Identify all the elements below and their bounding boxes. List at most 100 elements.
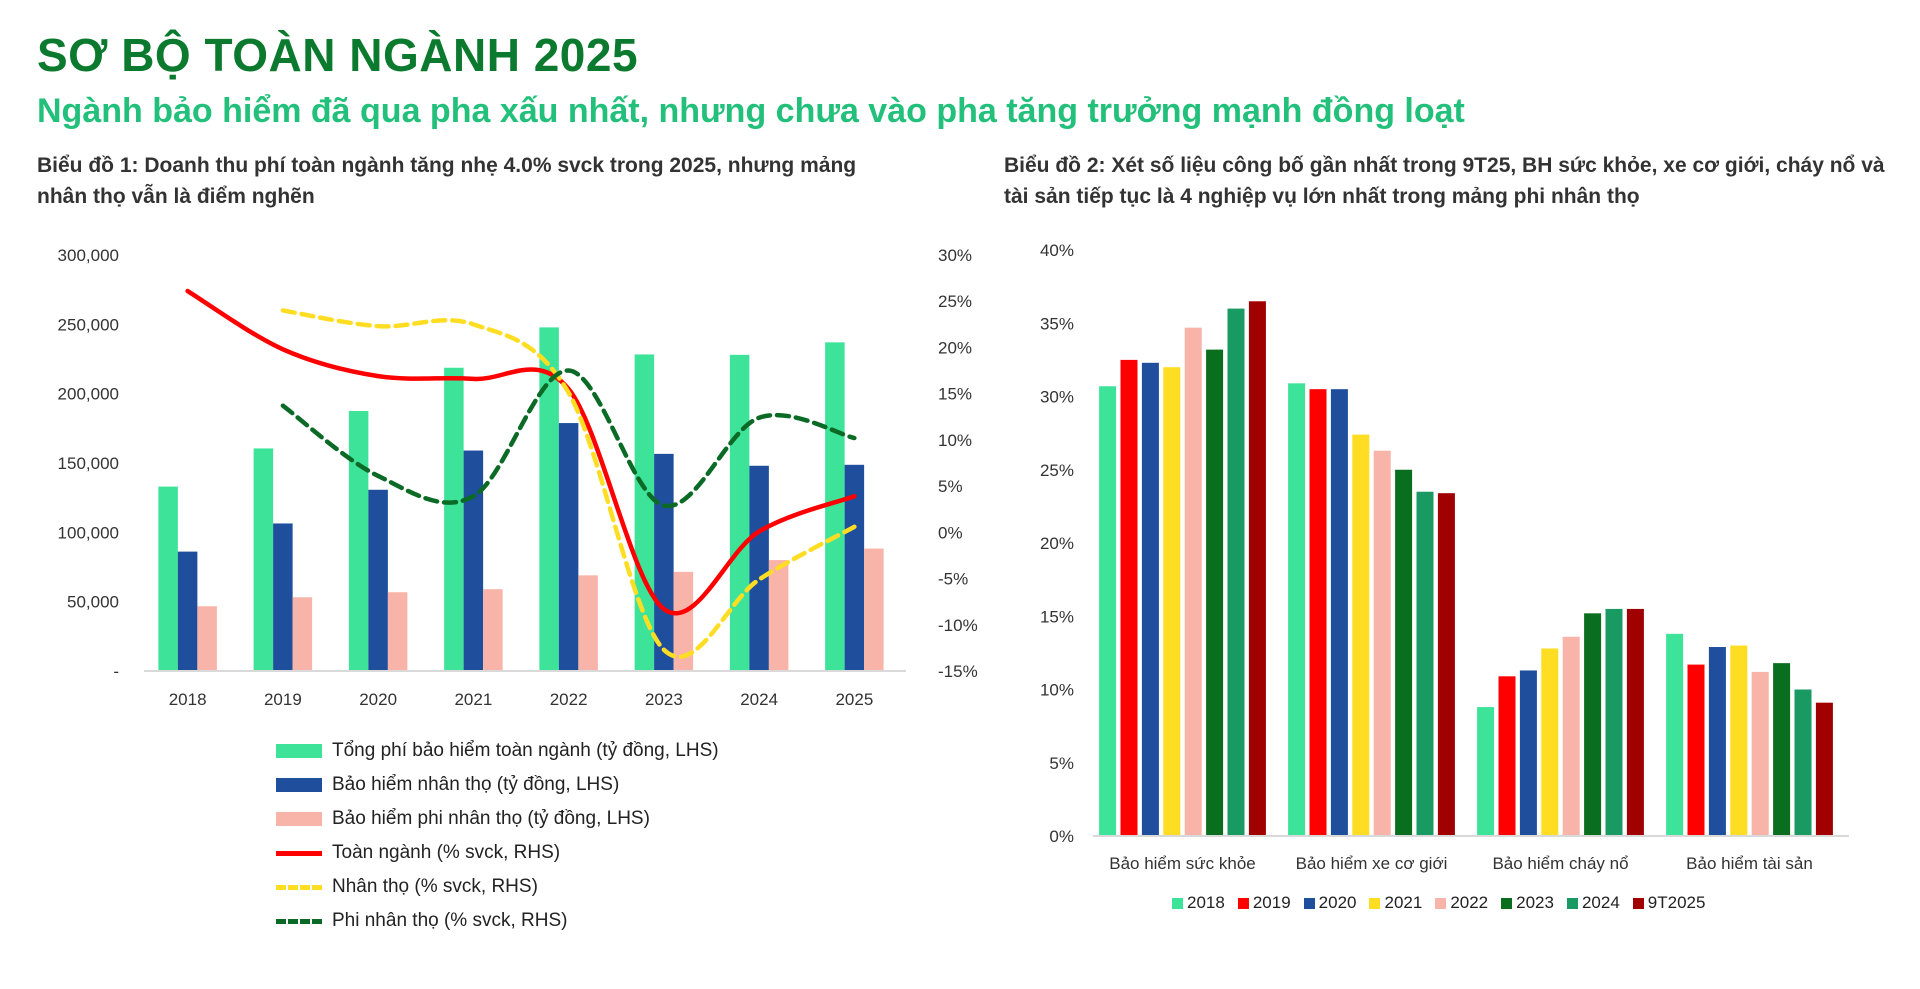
legend-item: 2023 <box>1501 893 1554 913</box>
bar-2021 <box>1163 367 1181 836</box>
x-axis-tick: 2021 <box>454 690 492 709</box>
legend-label: 2023 <box>1516 893 1554 912</box>
legend-label: 2019 <box>1252 893 1291 912</box>
bar-2022 <box>1184 327 1202 836</box>
left-axis-tick: 250,000 <box>58 315 119 334</box>
page-subtitle: Ngành bảo hiểm đã qua pha xấu nhất, nhưn… <box>37 92 1465 130</box>
bar-2018 <box>1288 383 1306 836</box>
y-axis-tick: 40% <box>1040 241 1074 260</box>
legend-swatch <box>1172 897 1183 909</box>
bar-bảo-hiểm-phi-nhân-thọ <box>292 597 313 671</box>
legend-label: Toàn ngành (% svck, RHS) <box>332 842 561 863</box>
x-axis-tick: 2019 <box>264 690 302 709</box>
bar-2020 <box>1141 362 1159 836</box>
bar-tổng-phí-bảo-hiểm-toàn-ngành <box>729 354 750 671</box>
left-axis-tick: 50,000 <box>67 593 119 612</box>
bar-tổng-phí-bảo-hiểm-toàn-ngành <box>444 367 464 671</box>
bar-tổng-phí-bảo-hiểm-toàn-ngành <box>825 342 845 671</box>
legend-item: Bảo hiểm nhân thọ (tỷ đồng, LHS) <box>276 768 719 802</box>
bar-bảo-hiểm-nhân-thọ <box>558 423 579 671</box>
bar-9T2025 <box>1815 702 1833 836</box>
bar-2024 <box>1605 608 1623 836</box>
bar-bảo-hiểm-phi-nhân-thọ <box>483 589 503 671</box>
legend-item: 9T2025 <box>1632 893 1706 913</box>
right-axis-tick: 5% <box>938 477 963 496</box>
bar-2022 <box>1373 450 1391 836</box>
y-axis-tick: 5% <box>1049 754 1074 773</box>
left-axis-tick: 200,000 <box>58 385 119 404</box>
legend-label: Bảo hiểm phi nhân thọ (tỷ đồng, LHS) <box>332 808 650 829</box>
legend-item: Tổng phí bảo hiểm toàn ngành (tỷ đồng, L… <box>276 734 719 768</box>
legend-item: 2019 <box>1237 893 1291 913</box>
bar-2020 <box>1708 647 1726 836</box>
bar-2022 <box>1562 636 1580 836</box>
legend-label: 2024 <box>1581 893 1620 912</box>
x-axis-tick: Bảo hiểm tài sản <box>1686 854 1813 873</box>
legend-swatch <box>1369 897 1381 909</box>
bar-bảo-hiểm-phi-nhân-thọ <box>768 560 789 671</box>
right-axis-tick: 10% <box>938 431 972 450</box>
bar-2019 <box>1687 664 1705 836</box>
bar-2020 <box>1330 389 1348 836</box>
legend-swatch <box>276 918 322 924</box>
bar-tổng-phí-bảo-hiểm-toàn-ngành <box>158 486 178 671</box>
legend-swatch <box>1632 897 1644 909</box>
chart2-legend: 2018 2019 2020 2021 2022 2023 2024 9T2025 <box>1172 893 1718 913</box>
legend-label: 2020 <box>1318 893 1357 912</box>
legend-swatch <box>1237 897 1249 909</box>
y-axis-tick: 35% <box>1040 314 1074 333</box>
legend-swatch <box>1501 897 1513 909</box>
x-axis-tick: Bảo hiểm xe cơ giới <box>1296 854 1448 873</box>
x-axis-tick: 2020 <box>359 690 397 709</box>
bar-2018 <box>1099 386 1117 836</box>
legend-item: Bảo hiểm phi nhân thọ (tỷ đồng, LHS) <box>276 802 719 836</box>
legend-item: Phi nhân thọ (% svck, RHS) <box>276 904 719 938</box>
bar-2023 <box>1206 349 1224 836</box>
legend-swatch <box>276 744 322 758</box>
legend-item: 2022 <box>1435 893 1488 913</box>
legend-swatch <box>276 812 322 826</box>
bar-2024 <box>1227 308 1245 837</box>
right-axis-tick: 30% <box>938 246 972 265</box>
bar-2022 <box>1751 671 1769 836</box>
bar-2019 <box>1120 359 1138 836</box>
bar-9T2025 <box>1248 301 1266 836</box>
page-title: SƠ BỘ TOÀN NGÀNH 2025 <box>37 29 639 81</box>
chart1-legend: Tổng phí bảo hiểm toàn ngành (tỷ đồng, L… <box>276 734 719 938</box>
bar-9T2025 <box>1437 493 1455 836</box>
bar-bảo-hiểm-nhân-thọ <box>177 551 198 671</box>
legend-label: 9T2025 <box>1647 893 1706 912</box>
legend-item: 2018 <box>1172 893 1225 913</box>
legend-label: Nhân thọ (% svck, RHS) <box>332 876 538 897</box>
right-axis-tick: -10% <box>938 616 978 635</box>
bar-bảo-hiểm-nhân-thọ <box>844 464 865 671</box>
legend-item: 2021 <box>1369 893 1422 913</box>
bar-2023 <box>1584 613 1602 836</box>
bar-bảo-hiểm-phi-nhân-thọ <box>864 548 884 671</box>
legend-swatch <box>1435 897 1447 909</box>
x-axis-tick: 2024 <box>740 690 778 709</box>
x-axis-tick: Bảo hiểm cháy nổ <box>1492 854 1628 873</box>
bar-2024 <box>1794 689 1812 836</box>
bar-tổng-phí-bảo-hiểm-toàn-ngành <box>348 411 369 671</box>
bar-2018 <box>1666 633 1684 836</box>
right-axis-tick: -15% <box>938 662 978 681</box>
bar-2018 <box>1477 707 1495 836</box>
left-axis-tick: 100,000 <box>58 523 119 542</box>
x-axis-tick: 2023 <box>645 690 683 709</box>
legend-swatch <box>276 884 322 890</box>
y-axis-tick: 15% <box>1040 607 1074 626</box>
bar-2020 <box>1519 670 1537 836</box>
bar-2019 <box>1309 389 1327 836</box>
chart2-title: Biểu đồ 2: Xét số liệu công bố gần nhất … <box>1004 154 1885 208</box>
bar-tổng-phí-bảo-hiểm-toàn-ngành <box>253 448 274 671</box>
x-axis-tick: 2018 <box>169 690 207 709</box>
legend-label: Phi nhân thọ (% svck, RHS) <box>332 910 568 931</box>
right-axis-tick: 0% <box>938 523 963 542</box>
legend-label: Tổng phí bảo hiểm toàn ngành (tỷ đồng, L… <box>332 740 719 761</box>
bar-9T2025 <box>1626 608 1644 836</box>
bar-2021 <box>1730 645 1748 836</box>
bar-bảo-hiểm-nhân-thọ <box>368 489 388 671</box>
bar-tổng-phí-bảo-hiểm-toàn-ngành <box>539 327 559 671</box>
legend-label: 2022 <box>1450 893 1489 912</box>
